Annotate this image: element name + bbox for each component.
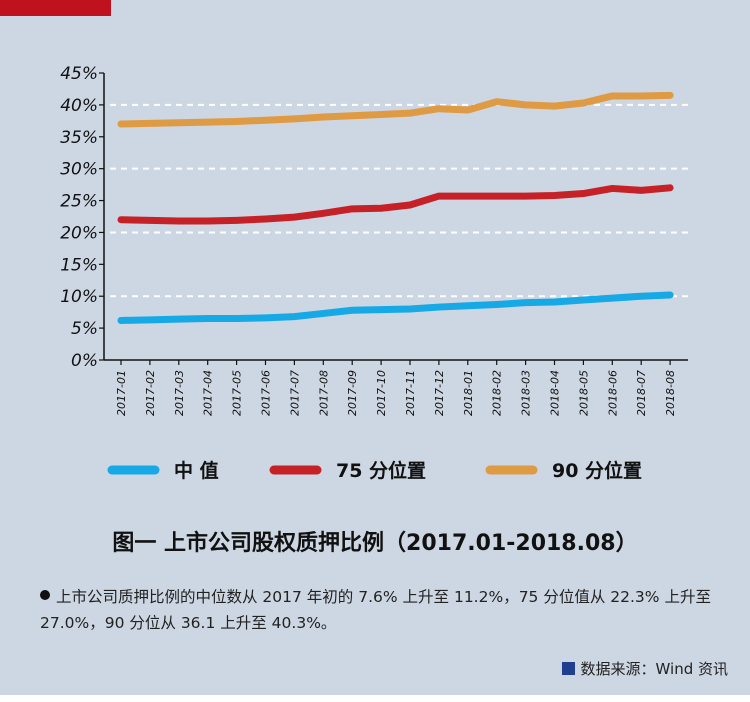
x-tick-label: 2018-07 (635, 370, 648, 416)
series-line (117, 184, 674, 225)
y-tick-label: 0% (71, 351, 98, 371)
x-tick-label: 2017-12 (433, 370, 446, 416)
series-line (117, 91, 674, 128)
y-tick-label: 5% (71, 319, 98, 339)
x-tick-label: 2017-02 (144, 370, 157, 416)
y-tick-label: 30% (60, 160, 98, 180)
x-tick-label: 2017-07 (288, 370, 301, 416)
x-tick-label: 2017-01 (115, 370, 128, 416)
note-text: 上市公司质押比例的中位数从 2017 年初的 7.6% 上升至 11.2%，75… (40, 588, 711, 632)
x-tick-label: 2017-06 (260, 370, 273, 416)
x-tick-label: 2017-08 (317, 370, 330, 416)
x-tick-label: 2018-02 (491, 370, 504, 416)
x-tick-label: 2018-05 (577, 370, 590, 416)
y-tick-label: 20% (60, 223, 98, 243)
bullet-icon (40, 590, 50, 600)
x-tick-label: 2017-11 (404, 370, 417, 416)
legend-label: 75 分位置 (336, 459, 426, 482)
series-line (117, 291, 674, 324)
gridlines (110, 103, 688, 298)
x-tick-label: 2018-04 (549, 370, 562, 416)
x-axis-ticks: 2017-01 2017-02 2017-03 2017-04 2017-05 2017-… (115, 360, 677, 416)
y-tick-label: 10% (60, 287, 98, 307)
x-tick-label: 2018-06 (606, 370, 619, 416)
x-tick-label: 2017-10 (375, 370, 388, 416)
x-tick-label: 2017-03 (173, 370, 186, 416)
y-tick-label: 45% (60, 64, 98, 84)
figure-title: 图一 上市公司股权质押比例（2017.01-2018.08） (112, 531, 638, 556)
legend-label: 中 值 (174, 459, 219, 482)
y-tick-label: 15% (60, 255, 98, 275)
x-tick-label: 2017-09 (346, 370, 359, 416)
x-tick-label: 2018-03 (520, 370, 533, 416)
legend: 中 值 75 分位置 90 分位置 (107, 459, 642, 482)
bottom-strip (0, 695, 750, 702)
y-tick-label: 35% (60, 128, 98, 148)
y-axis-ticks: 0% 5% 10% 15% 20% 25% 30% 35% 40% 45% (60, 64, 104, 371)
header-accent-tab (0, 0, 111, 16)
legend-label: 90 分位置 (552, 459, 642, 482)
square-icon (561, 662, 575, 675)
axes (103, 73, 688, 361)
y-tick-label: 25% (60, 192, 98, 212)
x-tick-label: 2017-04 (202, 370, 215, 416)
line-chart: 0%5%10%15%20%25%30%35%40%45% 2017-01 2017… (60, 64, 688, 482)
x-tick-label: 2018-01 (462, 370, 475, 416)
figure-note: 上市公司质押比例的中位数从 2017 年初的 7.6% 上升至 11.2%，75… (40, 584, 720, 636)
data-source: 数据来源：Wind 资讯 (561, 658, 728, 679)
series-lines (117, 91, 674, 324)
source-text: 数据来源：Wind 资讯 (580, 660, 728, 678)
y-tick-label: 40% (60, 96, 98, 116)
x-tick-label: 2017-05 (231, 370, 244, 416)
x-tick-label: 2018-08 (664, 370, 677, 416)
